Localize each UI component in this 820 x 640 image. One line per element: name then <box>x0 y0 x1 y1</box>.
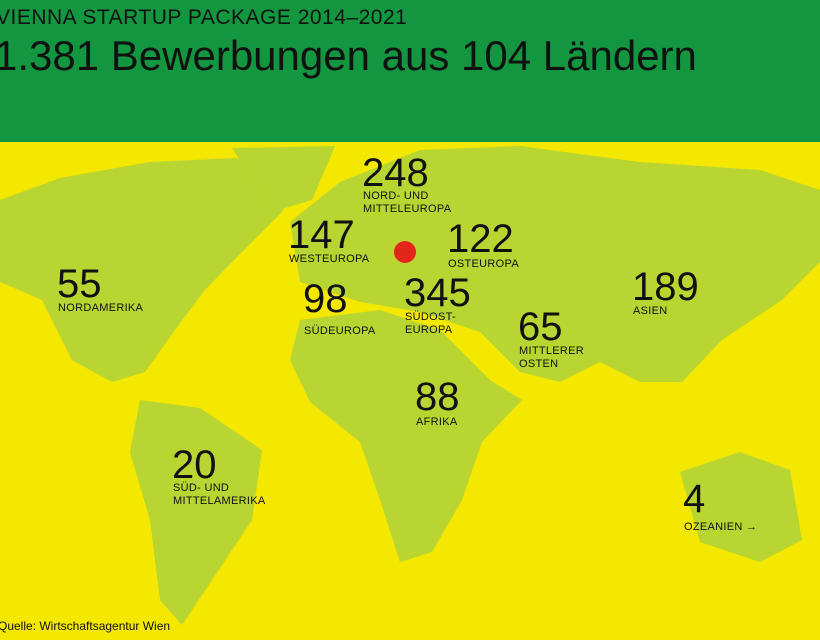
region-label: MITTELEUROPA <box>363 203 452 215</box>
region-label: SÜDOST- <box>405 311 456 323</box>
region-label: ASIEN <box>633 305 668 317</box>
region-count: 189 <box>632 265 699 309</box>
region-label: OSTEN <box>519 358 558 370</box>
region-label: NORDAMERIKA <box>58 302 144 314</box>
region-label: SÜD- UND <box>173 482 229 494</box>
region-label: MITTELAMERIKA <box>173 495 266 507</box>
region-count: 147 <box>288 213 355 257</box>
region-count: 88 <box>415 375 460 419</box>
region-label: OZEANIEN → <box>684 521 757 533</box>
region-count: 20 <box>172 443 217 487</box>
region-count: 55 <box>57 262 102 306</box>
region-label: WESTEUROPA <box>289 253 370 265</box>
south-america <box>130 400 262 625</box>
kicker: VIENNA STARTUP PACKAGE 2014–2021 <box>0 6 408 29</box>
greenland <box>232 146 335 212</box>
source: Quelle: Wirtschaftsagentur Wien <box>0 619 170 633</box>
region-label: SÜDEUROPA <box>304 325 376 337</box>
continents <box>0 146 820 625</box>
region-count: 345 <box>404 271 471 315</box>
north-america <box>0 158 300 382</box>
eurasia <box>290 146 820 382</box>
africa <box>290 310 522 562</box>
region-count: 248 <box>362 151 429 195</box>
title: 1.381 Bewerbungen aus 104 Ländern <box>0 32 697 79</box>
australia <box>680 452 802 562</box>
region-label: MITTLERER <box>519 345 584 357</box>
region-label: AFRIKA <box>416 416 458 428</box>
region-count: 4 <box>683 477 705 521</box>
region-label: EUROPA <box>405 324 453 336</box>
header: VIENNA STARTUP PACKAGE 2014–2021 1.381 B… <box>0 0 820 142</box>
region-label: NORD- UND <box>363 190 429 202</box>
vienna-dot <box>394 241 416 263</box>
region-label: OSTEUROPA <box>448 258 519 270</box>
region-count: 122 <box>447 217 514 261</box>
region-count: 98 <box>303 277 348 321</box>
region-count: 65 <box>518 305 563 349</box>
